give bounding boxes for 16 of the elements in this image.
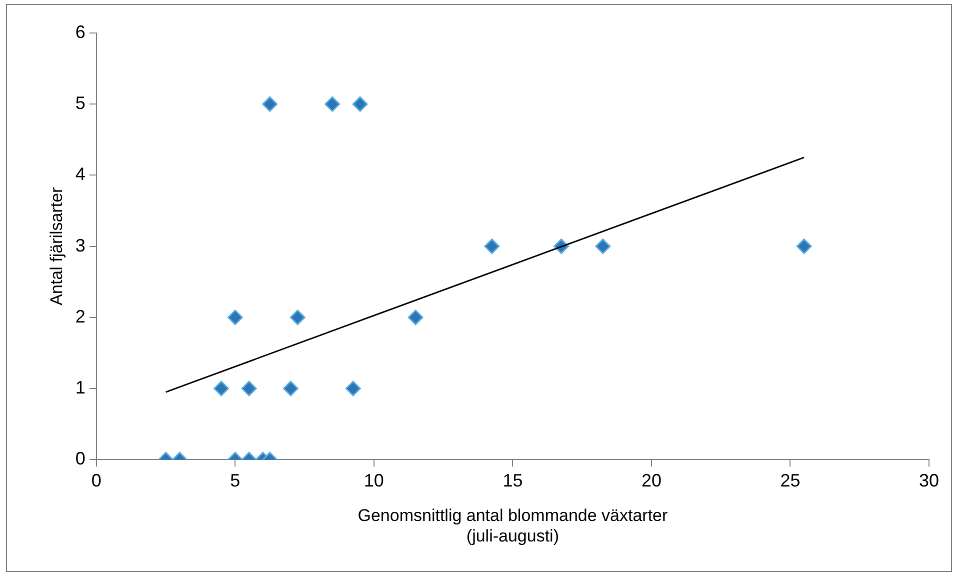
y-tick-label: 3 (75, 235, 86, 256)
x-tick-label: 30 (918, 470, 940, 490)
x-tick-label: 0 (91, 470, 102, 490)
y-axis-title: Antal fjärilsarter (46, 186, 66, 306)
x-tick-label: 20 (641, 470, 662, 490)
y-tick-label: 5 (75, 93, 86, 114)
y-tick-label: 2 (75, 306, 86, 326)
x-axis-title: Genomsnittlig antal blommande växtarter (juli-augusti) (358, 506, 668, 546)
y-tick-label: 0 (75, 448, 86, 469)
y-tick-label: 6 (75, 22, 86, 42)
x-tick-label: 25 (780, 470, 800, 490)
x-tick-label: 10 (364, 470, 384, 490)
x-tick-label: 5 (230, 470, 240, 490)
y-tick-label: 1 (75, 377, 86, 398)
y-tick-label: 4 (75, 164, 86, 184)
x-tick-label: 15 (502, 470, 523, 490)
